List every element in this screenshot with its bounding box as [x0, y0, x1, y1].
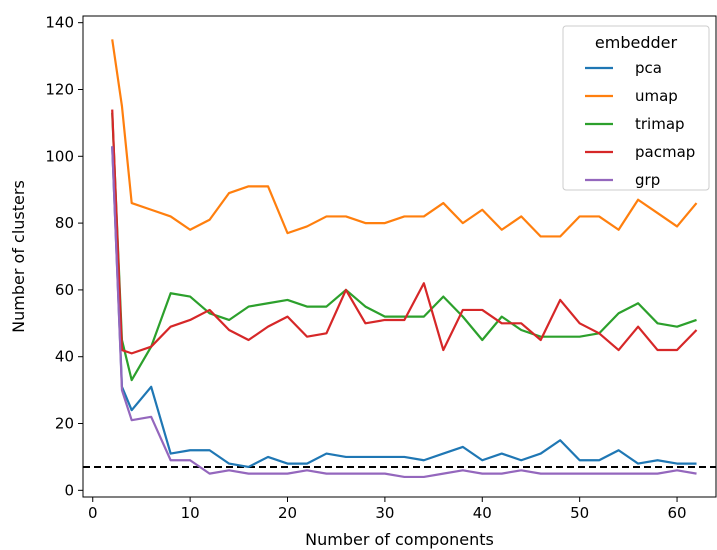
- x-tick-label: 20: [278, 504, 297, 522]
- y-tick-label: 0: [64, 481, 74, 499]
- y-tick-label: 60: [55, 281, 74, 299]
- series-line-grp: [111, 146, 697, 479]
- y-tick-label: 120: [45, 80, 74, 98]
- x-tick-label: 60: [667, 504, 686, 522]
- legend-label-pca: pca: [635, 59, 662, 77]
- y-axis: 0 20 40 60 80 100 120 140: [45, 14, 83, 499]
- legend-label-trimap: trimap: [635, 115, 685, 133]
- y-tick-label: 20: [55, 415, 74, 433]
- y-axis-label: Number of clusters: [9, 180, 28, 333]
- y-tick-label: 140: [45, 14, 74, 32]
- legend-label-umap: umap: [635, 87, 678, 105]
- x-tick-label: 50: [570, 504, 589, 522]
- x-tick-label: 30: [375, 504, 394, 522]
- legend: embedder pca umap trimap pacmap grp: [562, 25, 710, 191]
- series-line-pca: [111, 146, 697, 469]
- x-tick-label: 10: [181, 504, 200, 522]
- series-line-trimap: [111, 112, 697, 382]
- y-tick-label: 40: [55, 348, 74, 366]
- plot-area: [83, 39, 716, 479]
- x-axis: 0 10 20 30 40 50 60: [88, 497, 687, 522]
- series-line-umap: [111, 39, 698, 238]
- legend-title: embedder: [595, 33, 678, 52]
- y-tick-label: 80: [55, 214, 74, 232]
- legend-label-grp: grp: [635, 171, 660, 189]
- series-line-pacmap: [111, 109, 698, 355]
- axes-frame: [82, 15, 717, 498]
- x-axis-label: Number of components: [305, 530, 494, 549]
- x-tick-label: 40: [473, 504, 492, 522]
- y-tick-label: 100: [45, 147, 74, 165]
- x-tick-label: 0: [88, 504, 98, 522]
- legend-label-pacmap: pacmap: [635, 143, 695, 161]
